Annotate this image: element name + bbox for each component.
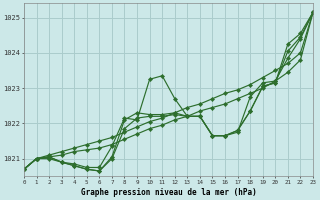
X-axis label: Graphe pression niveau de la mer (hPa): Graphe pression niveau de la mer (hPa) [81, 188, 256, 197]
